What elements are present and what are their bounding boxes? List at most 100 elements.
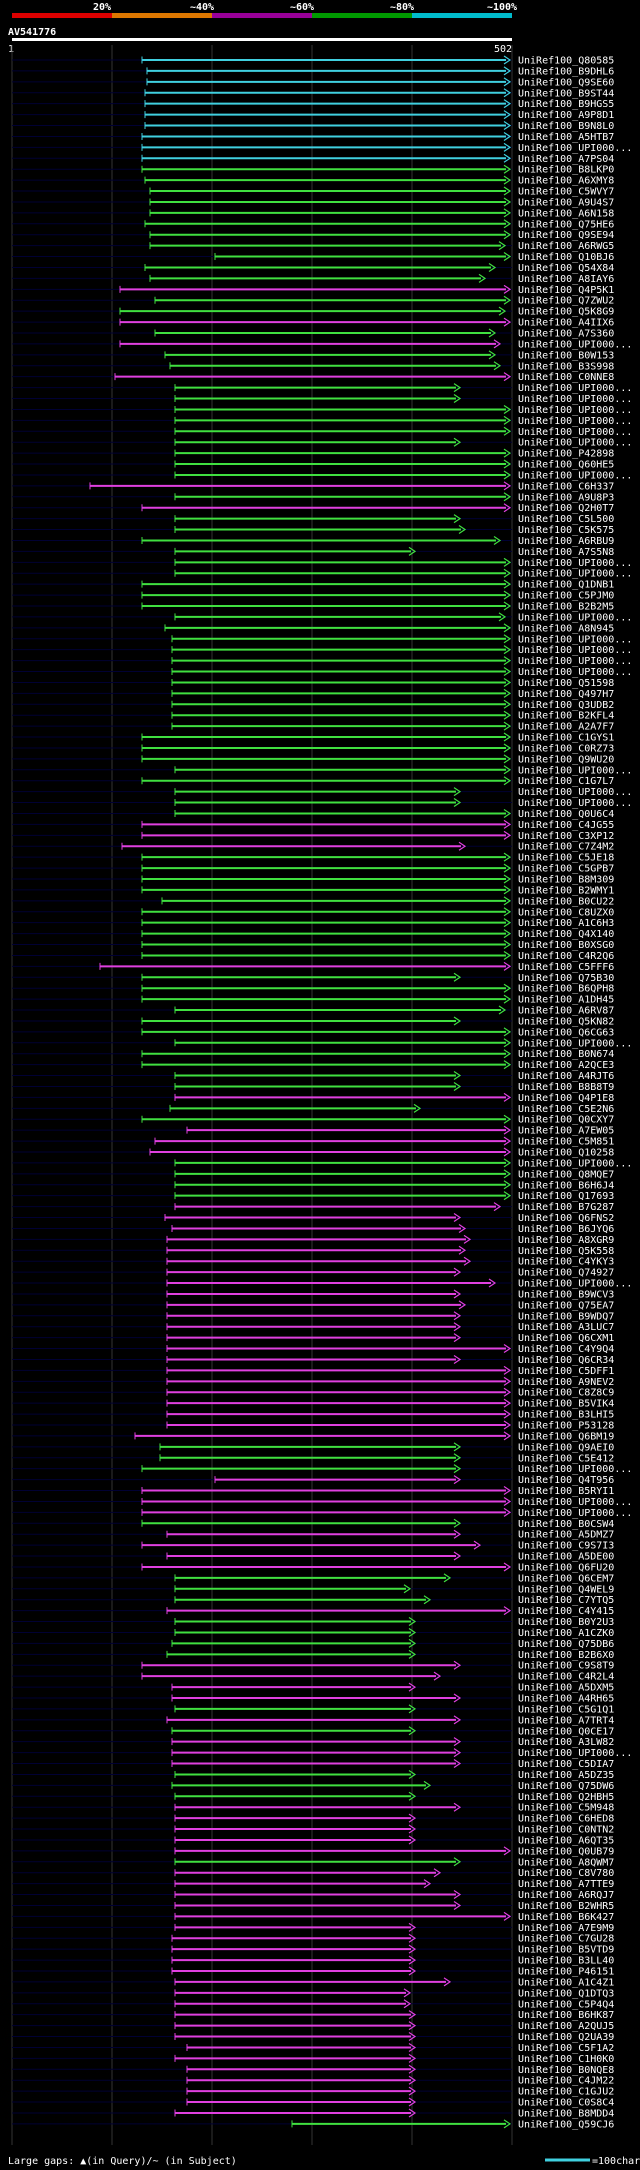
hit-label[interactable]: UniRef100_UPI000... [518, 1464, 632, 1475]
hit-label[interactable]: UniRef100_Q74927 [518, 1268, 614, 1279]
hit-label[interactable]: UniRef100_C4YKY3 [518, 1257, 614, 1268]
hit-label[interactable]: UniRef100_Q4P5K1 [518, 285, 614, 296]
hit-label[interactable]: UniRef100_C5PJM0 [518, 591, 614, 602]
hit-label[interactable]: UniRef100_B0CSW4 [518, 1519, 614, 1530]
hit-label[interactable]: UniRef100_C0NTN2 [518, 1825, 614, 1836]
hit-label[interactable]: UniRef100_A5DXM5 [518, 1683, 614, 1694]
hit-label[interactable]: UniRef100_A8IAY6 [518, 274, 614, 285]
hit-label[interactable]: UniRef100_Q5KN82 [518, 1016, 614, 1027]
hit-label[interactable]: UniRef100_C9S7I3 [518, 1541, 614, 1552]
hit-label[interactable]: UniRef100_B9WDQ7 [518, 1311, 614, 1322]
hit-label[interactable]: UniRef100_UPI000... [518, 1279, 632, 1290]
hit-label[interactable]: UniRef100_A7E9M9 [518, 1923, 614, 1934]
hit-label[interactable]: UniRef100_UPI000... [518, 645, 632, 656]
hit-label[interactable]: UniRef100_A8QWM7 [518, 1857, 614, 1868]
hit-label[interactable]: UniRef100_B5VIK4 [518, 1399, 614, 1410]
hit-label[interactable]: UniRef100_B6H6J4 [518, 1180, 614, 1191]
hit-label[interactable]: UniRef100_UPI000... [518, 1158, 632, 1169]
hit-label[interactable]: UniRef100_A7S360 [518, 329, 614, 340]
hit-label[interactable]: UniRef100_A5DZ35 [518, 1770, 614, 1781]
hit-label[interactable]: UniRef100_Q2H0T7 [518, 503, 614, 514]
hit-label[interactable]: UniRef100_B6HK87 [518, 2010, 614, 2021]
hit-label[interactable]: UniRef100_Q60HE5 [518, 460, 614, 471]
hit-label[interactable]: UniRef100_Q2UA39 [518, 2032, 614, 2043]
hit-label[interactable]: UniRef100_B2B2M5 [518, 602, 614, 613]
hit-label[interactable]: UniRef100_C5P4Q4 [518, 1999, 614, 2010]
hit-label[interactable]: UniRef100_Q9SE94 [518, 230, 614, 241]
hit-label[interactable]: UniRef100_B5VTD9 [518, 1945, 614, 1956]
hit-label[interactable]: UniRef100_P42898 [518, 449, 614, 460]
hit-label[interactable]: UniRef100_C7Z4M2 [518, 842, 614, 853]
hit-label[interactable]: UniRef100_A9U8P3 [518, 492, 614, 503]
hit-label[interactable]: UniRef100_Q54X84 [518, 263, 614, 274]
hit-label[interactable]: UniRef100_UPI000... [518, 1038, 632, 1049]
hit-label[interactable]: UniRef100_A2QUJ5 [518, 2021, 614, 2032]
hit-label[interactable]: UniRef100_UPI000... [518, 558, 632, 569]
hit-label[interactable]: UniRef100_C5WVY7 [518, 187, 614, 198]
hit-label[interactable]: UniRef100_B9WCV3 [518, 1289, 614, 1300]
hit-label[interactable]: UniRef100_C8V780 [518, 1868, 614, 1879]
hit-label[interactable]: UniRef100_Q1DNB1 [518, 580, 614, 591]
hit-label[interactable]: UniRef100_A5DE00 [518, 1552, 614, 1563]
hit-label[interactable]: UniRef100_A2A7F7 [518, 722, 614, 733]
hit-label[interactable]: UniRef100_C7GU28 [518, 1934, 614, 1945]
hit-label[interactable]: UniRef100_Q6FNS2 [518, 1213, 614, 1224]
hit-label[interactable]: UniRef100_A9U4S7 [518, 197, 614, 208]
hit-label[interactable]: UniRef100_A6RQJ7 [518, 1890, 614, 1901]
hit-label[interactable]: UniRef100_A6XMY8 [518, 176, 614, 187]
hit-label[interactable]: UniRef100_B3LL40 [518, 1956, 614, 1967]
hit-label[interactable]: UniRef100_UPI000... [518, 612, 632, 623]
hit-label[interactable]: UniRef100_B0NQE8 [518, 2065, 614, 2076]
hit-label[interactable]: UniRef100_A3LUC7 [518, 1322, 614, 1333]
hit-label[interactable]: UniRef100_Q0CXY7 [518, 1115, 614, 1126]
hit-label[interactable]: UniRef100_UPI000... [518, 569, 632, 580]
hit-label[interactable]: UniRef100_C8Z8C9 [518, 1388, 614, 1399]
hit-label[interactable]: UniRef100_B0W153 [518, 350, 614, 361]
hit-label[interactable]: UniRef100_B6QPH8 [518, 984, 614, 995]
hit-label[interactable]: UniRef100_C5JE18 [518, 853, 614, 864]
hit-label[interactable]: UniRef100_Q497H7 [518, 689, 614, 700]
hit-label[interactable]: UniRef100_A6RWG5 [518, 241, 614, 252]
hit-label[interactable]: UniRef100_Q8MQE7 [518, 1169, 614, 1180]
hit-label[interactable]: UniRef100_B0CU22 [518, 896, 614, 907]
hit-label[interactable]: UniRef100_B3S998 [518, 361, 614, 372]
hit-label[interactable]: UniRef100_A1DH45 [518, 995, 614, 1006]
hit-label[interactable]: UniRef100_UPI000... [518, 656, 632, 667]
hit-label[interactable]: UniRef100_B6JYQ6 [518, 1224, 614, 1235]
hit-label[interactable]: UniRef100_Q0U6C4 [518, 809, 614, 820]
hit-label[interactable]: UniRef100_Q51598 [518, 678, 614, 689]
hit-label[interactable]: UniRef100_A1CZK0 [518, 1628, 614, 1639]
hit-label[interactable]: UniRef100_B2WHR5 [518, 1901, 614, 1912]
hit-label[interactable]: UniRef100_Q6CG63 [518, 1027, 614, 1038]
hit-label[interactable]: UniRef100_B2KFL4 [518, 711, 614, 722]
hit-label[interactable]: UniRef100_B6K427 [518, 1912, 614, 1923]
hit-label[interactable]: UniRef100_C5L500 [518, 514, 614, 525]
hit-label[interactable]: UniRef100_B0N674 [518, 1049, 614, 1060]
hit-label[interactable]: UniRef100_Q6FU20 [518, 1562, 614, 1573]
hit-label[interactable]: UniRef100_A1C4Z1 [518, 1977, 614, 1988]
hit-label[interactable]: UniRef100_A6RBU9 [518, 536, 614, 547]
hit-label[interactable]: UniRef100_Q3UDB2 [518, 700, 614, 711]
hit-label[interactable]: UniRef100_B8LKP0 [518, 165, 614, 176]
hit-label[interactable]: UniRef100_Q75HE6 [518, 219, 614, 230]
hit-label[interactable]: UniRef100_A6RV87 [518, 1006, 614, 1017]
hit-label[interactable]: UniRef100_A5HTB7 [518, 132, 614, 143]
hit-label[interactable]: UniRef100_C4Y9Q4 [518, 1344, 614, 1355]
hit-label[interactable]: UniRef100_B9DHL6 [518, 66, 614, 77]
hit-label[interactable]: UniRef100_Q75DB6 [518, 1639, 614, 1650]
hit-label[interactable]: UniRef100_Q6BM19 [518, 1431, 614, 1442]
hit-label[interactable]: UniRef100_A8N945 [518, 623, 614, 634]
hit-label[interactable]: UniRef100_Q9WU20 [518, 754, 614, 765]
hit-label[interactable]: UniRef100_B9N8L0 [518, 121, 614, 132]
hit-label[interactable]: UniRef100_C0S8C4 [518, 2098, 614, 2109]
hit-label[interactable]: UniRef100_Q75DW6 [518, 1781, 614, 1792]
hit-label[interactable]: UniRef100_C9S8T9 [518, 1661, 614, 1672]
hit-label[interactable]: UniRef100_C5DFF1 [518, 1366, 614, 1377]
hit-label[interactable]: UniRef100_Q4WEL9 [518, 1584, 614, 1595]
hit-label[interactable]: UniRef100_A7S5N8 [518, 547, 614, 558]
hit-label[interactable]: UniRef100_Q0CE17 [518, 1726, 614, 1737]
hit-label[interactable]: UniRef100_UPI000... [518, 787, 632, 798]
hit-label[interactable]: UniRef100_Q75B30 [518, 973, 614, 984]
hit-label[interactable]: UniRef100_C0NNE8 [518, 372, 614, 383]
hit-label[interactable]: UniRef100_UPI000... [518, 427, 632, 438]
